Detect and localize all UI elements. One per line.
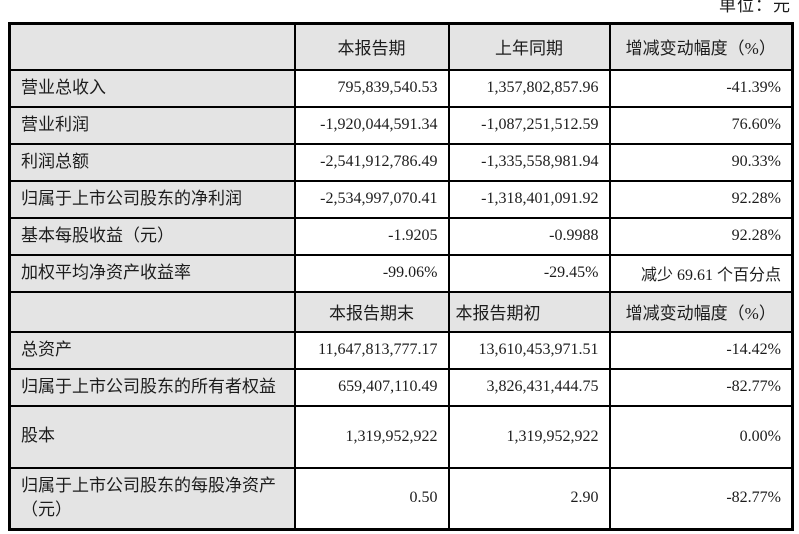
metric-label: 归属于上市公司股东的每股净资产 （元） xyxy=(8,466,296,531)
metric-label: 股本 xyxy=(8,404,296,469)
balance-header-row: 本报告期末 本报告期初 增减变动幅度（%） xyxy=(8,290,794,333)
table-row-operating-profit: 营业利润 -1,920,044,591.34 -1,087,251,512.59… xyxy=(8,105,794,145)
current-period-value: -99.06% xyxy=(293,253,450,293)
prior-period-value: -29.45% xyxy=(447,253,611,293)
prior-period-header: 上年同期 xyxy=(447,22,611,71)
current-period-value: -1.9205 xyxy=(293,216,450,256)
prior-period-value: -1,318,401,091.92 xyxy=(447,179,611,219)
prior-period-value: 1,357,802,857.96 xyxy=(447,68,611,108)
table-row-total-assets: 总资产 11,647,813,777.17 13,610,453,971.51 … xyxy=(8,330,794,370)
change-value: 减少 69.61 个百分点 xyxy=(608,253,794,293)
change-value: -82.77% xyxy=(608,466,794,531)
period-begin-value: 3,826,431,444.75 xyxy=(447,367,611,407)
change-value: -14.42% xyxy=(608,330,794,370)
metric-label: 归属于上市公司股东的所有者权益 xyxy=(8,367,296,407)
change-value: -41.39% xyxy=(608,68,794,108)
blank-header-cell xyxy=(8,290,296,333)
metric-label: 营业总收入 xyxy=(8,68,296,108)
period-end-value: 0.50 xyxy=(293,466,450,531)
period-end-header: 本报告期末 xyxy=(293,290,450,333)
change-value: 0.00% xyxy=(608,404,794,469)
period-header-row: 本报告期 上年同期 增减变动幅度（%） xyxy=(8,22,794,71)
period-begin-value: 2.90 xyxy=(447,466,611,531)
table-row-share-capital: 股本 1,319,952,922 1,319,952,922 0.00% xyxy=(8,404,794,469)
change-value: 92.28% xyxy=(608,216,794,256)
prior-period-value: -1,335,558,981.94 xyxy=(447,142,611,182)
current-period-value: 795,839,540.53 xyxy=(293,68,450,108)
period-begin-value: 1,319,952,922 xyxy=(447,404,611,469)
table-row-weighted-roe: 加权平均净资产收益率 -99.06% -29.45% 减少 69.61 个百分点 xyxy=(8,253,794,293)
change-pct-header: 增减变动幅度（%） xyxy=(608,290,794,333)
blank-header-cell xyxy=(8,22,296,71)
change-value: 76.60% xyxy=(608,105,794,145)
prior-period-value: -1,087,251,512.59 xyxy=(447,105,611,145)
current-period-value: -1,920,044,591.34 xyxy=(293,105,450,145)
period-end-value: 1,319,952,922 xyxy=(293,404,450,469)
metric-label: 营业利润 xyxy=(8,105,296,145)
table-row-net-profit: 归属于上市公司股东的净利润 -2,534,997,070.41 -1,318,4… xyxy=(8,179,794,219)
table-row-total-revenue: 营业总收入 795,839,540.53 1,357,802,857.96 -4… xyxy=(8,68,794,108)
period-begin-value: 13,610,453,971.51 xyxy=(447,330,611,370)
prior-period-value: -0.9988 xyxy=(447,216,611,256)
metric-label: 归属于上市公司股东的净利润 xyxy=(8,179,296,219)
period-end-value: 659,407,110.49 xyxy=(293,367,450,407)
unit-label: 单位：元 xyxy=(719,0,791,15)
metric-label: 基本每股收益（元） xyxy=(8,216,296,256)
metric-label: 加权平均净资产收益率 xyxy=(8,253,296,293)
current-period-value: -2,541,912,786.49 xyxy=(293,142,450,182)
period-begin-header: 本报告期初 xyxy=(447,290,611,333)
change-value: -82.77% xyxy=(608,367,794,407)
change-value: 92.28% xyxy=(608,179,794,219)
change-value: 90.33% xyxy=(608,142,794,182)
period-end-value: 11,647,813,777.17 xyxy=(293,330,450,370)
current-period-value: -2,534,997,070.41 xyxy=(293,179,450,219)
table-row-basic-eps: 基本每股收益（元） -1.9205 -0.9988 92.28% xyxy=(8,216,794,256)
table-row-total-profit: 利润总额 -2,541,912,786.49 -1,335,558,981.94… xyxy=(8,142,794,182)
table-row-net-assets-per-share: 归属于上市公司股东的每股净资产 （元） 0.50 2.90 -82.77% xyxy=(8,466,794,531)
metric-label: 总资产 xyxy=(8,330,296,370)
table-row-shareholders-equity: 归属于上市公司股东的所有者权益 659,407,110.49 3,826,431… xyxy=(8,367,794,407)
change-pct-header: 增减变动幅度（%） xyxy=(608,22,794,71)
financial-summary-table: 本报告期 上年同期 增减变动幅度（%） 营业总收入 795,839,540.53… xyxy=(8,22,794,531)
current-period-header: 本报告期 xyxy=(293,22,450,71)
metric-label: 利润总额 xyxy=(8,142,296,182)
